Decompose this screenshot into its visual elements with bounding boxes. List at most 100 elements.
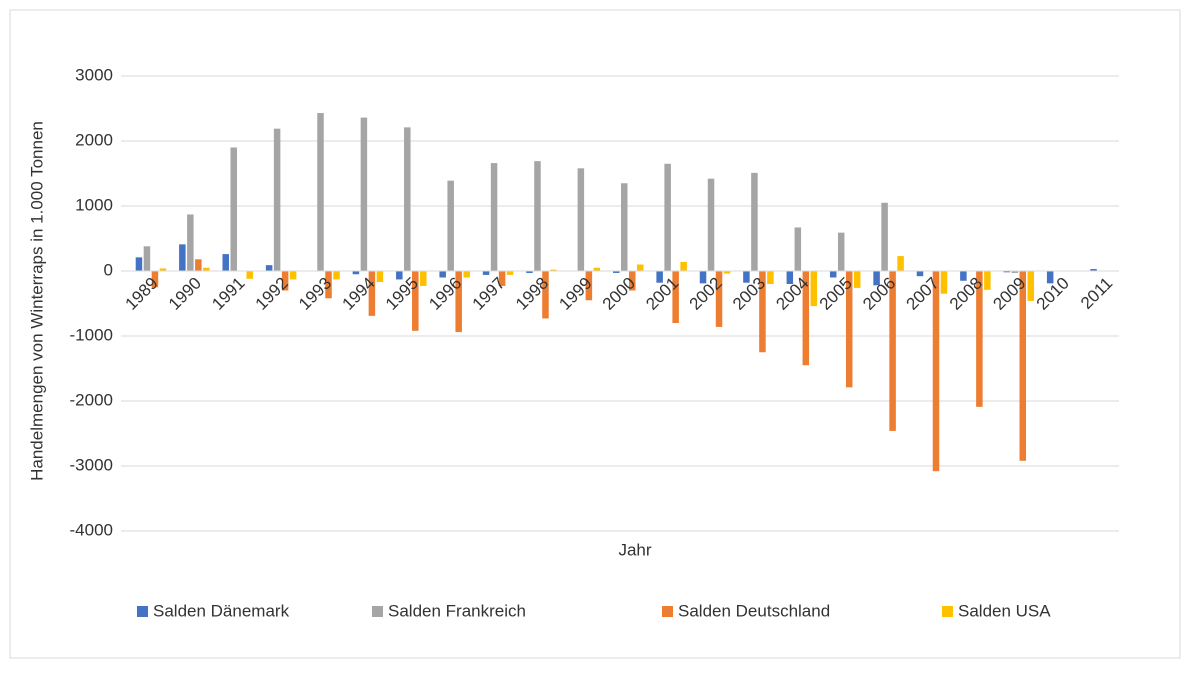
- bar: [482, 271, 490, 275]
- legend-swatch: [662, 606, 673, 617]
- bar: [577, 168, 585, 271]
- bar: [368, 271, 376, 316]
- bar: [853, 271, 861, 288]
- bar: [715, 271, 723, 327]
- bar: [621, 183, 628, 271]
- legend-swatch: [372, 606, 383, 617]
- bar: [837, 232, 845, 271]
- legend-swatch: [942, 606, 953, 617]
- chart-frame: [9, 9, 1181, 659]
- y-tick-label: 2000: [75, 130, 113, 149]
- y-axis-label: Handelmengen von Winterraps in 1.000 Ton…: [27, 121, 46, 481]
- bar: [976, 271, 983, 407]
- bar: [593, 267, 601, 271]
- bar: [1003, 271, 1011, 273]
- bar: [420, 271, 427, 286]
- bar: [143, 246, 151, 271]
- legend-label: Salden Deutschland: [678, 601, 830, 620]
- bar: [265, 265, 273, 271]
- legend-label: Salden Dänemark: [153, 601, 290, 620]
- bar: [723, 271, 731, 274]
- bar: [845, 271, 853, 388]
- bar: [360, 117, 368, 271]
- bar: [159, 268, 167, 271]
- bar: [767, 271, 774, 284]
- bar: [490, 163, 498, 271]
- bar: [404, 127, 411, 271]
- bar: [629, 271, 636, 291]
- bar: [526, 271, 533, 273]
- bar: [187, 214, 194, 271]
- bar: [246, 271, 253, 279]
- bar: [179, 244, 186, 271]
- bar: [699, 271, 707, 284]
- bar: [506, 271, 514, 275]
- bar: [376, 271, 384, 283]
- bar: [984, 271, 991, 290]
- legend-label: Salden USA: [958, 601, 1051, 620]
- x-axis-label: Jahr: [618, 540, 651, 559]
- y-tick-label: -3000: [70, 455, 113, 474]
- bar: [672, 271, 679, 323]
- y-tick-label: 1000: [75, 195, 113, 214]
- bar: [932, 271, 940, 472]
- bar: [802, 271, 810, 366]
- bar: [873, 271, 880, 286]
- bar: [463, 271, 470, 278]
- bar: [534, 161, 541, 271]
- bar: [455, 271, 462, 333]
- bar: [439, 271, 446, 278]
- bar: [195, 259, 202, 271]
- bar: [498, 271, 506, 286]
- y-tick-label: 0: [104, 260, 113, 279]
- bar: [333, 271, 340, 280]
- bar: [325, 271, 332, 299]
- bar: [960, 271, 967, 281]
- bar: [656, 271, 663, 283]
- bar: [810, 271, 818, 307]
- bar: [317, 113, 324, 271]
- legend-swatch: [137, 606, 148, 617]
- bar: [151, 271, 159, 288]
- bar: [230, 147, 237, 271]
- bar: [1046, 271, 1054, 284]
- bar: [412, 271, 419, 331]
- bar: [680, 261, 687, 271]
- y-tick-label: 3000: [75, 65, 113, 84]
- bar: [794, 227, 802, 271]
- bar: [759, 271, 766, 353]
- bar: [751, 172, 758, 271]
- bar: [550, 269, 557, 271]
- bar: [447, 180, 454, 271]
- bar: [1011, 271, 1019, 273]
- bar: [940, 271, 948, 294]
- bar: [396, 271, 403, 280]
- bar: [881, 202, 888, 271]
- bar: [1090, 269, 1097, 271]
- bar: [585, 271, 593, 301]
- bar: [352, 271, 360, 275]
- bar: [1019, 271, 1027, 461]
- bar: [916, 271, 924, 277]
- bar: [203, 267, 210, 271]
- bar: [273, 128, 281, 271]
- bar: [829, 271, 837, 278]
- bar: [707, 178, 715, 271]
- bar: [897, 256, 904, 271]
- bar: [664, 163, 671, 271]
- bar: [637, 264, 644, 271]
- legend-label: Salden Frankreich: [388, 601, 526, 620]
- bar: [786, 271, 794, 284]
- bar: [542, 271, 549, 319]
- y-tick-label: -1000: [70, 325, 113, 344]
- bar: [1027, 271, 1035, 301]
- bar: [222, 254, 229, 271]
- bar: [135, 257, 143, 271]
- bar: [743, 271, 750, 283]
- y-tick-label: -4000: [70, 520, 113, 539]
- y-tick-label: -2000: [70, 390, 113, 409]
- bar: [289, 271, 297, 280]
- bar: [889, 271, 896, 431]
- bar: [281, 271, 289, 291]
